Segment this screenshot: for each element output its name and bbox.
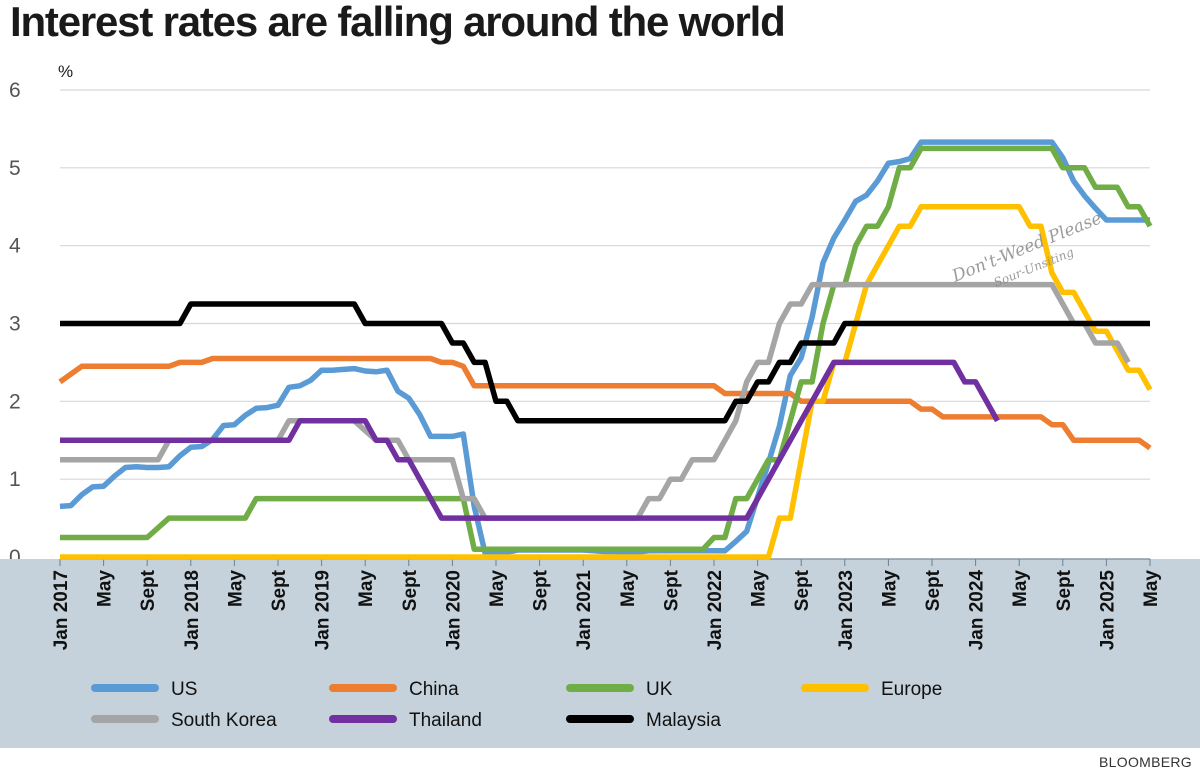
x-tick-label: Jan 2023 (836, 570, 857, 650)
x-tick-label: Jan 2018 (182, 570, 203, 650)
x-tick-label: Sept (531, 569, 552, 611)
x-tick-label: May (225, 570, 246, 607)
x-tick-label: Jan 2017 (51, 570, 72, 650)
x-tick-label: Sept (1054, 569, 1075, 611)
x-tick-label: Sept (138, 569, 159, 611)
y-tick-label: 0 (9, 546, 21, 569)
legend: US China UK Europe South Korea Thailand Malays… (91, 679, 942, 731)
y-tick-label: 2 (9, 390, 21, 413)
series-line-us (59, 139, 1150, 556)
y-axis-ticks: 0 1 2 3 4 5 6 (9, 79, 21, 569)
y-axis-unit: % (58, 62, 73, 81)
x-tick-label: Jan 2020 (443, 570, 464, 650)
x-tick-label: May (618, 570, 639, 607)
x-tick-label: Sept (400, 569, 421, 611)
x-tick-label: Jan 2021 (574, 570, 595, 651)
gridlines (60, 89, 1150, 480)
y-tick-label: 5 (9, 157, 21, 180)
x-tick-label: Jan 2024 (967, 570, 988, 651)
x-tick-label: May (356, 570, 377, 607)
y-tick-label: 6 (9, 79, 21, 102)
legend-label-china: China (409, 679, 459, 700)
legend-label-europe: Europe (881, 679, 942, 700)
x-tick-label: Jan 2022 (705, 570, 726, 650)
y-tick-label: 3 (9, 313, 21, 336)
x-tick-label: May (749, 570, 770, 607)
x-tick-label: Sept (792, 569, 813, 611)
x-tick-label: Sept (661, 569, 682, 611)
legend-label-us: US (171, 679, 197, 700)
legend-label-south-korea: South Korea (171, 710, 277, 731)
series-line-china (58, 355, 1152, 451)
series-lines (58, 139, 1153, 560)
y-tick-label: 1 (9, 468, 21, 491)
series-line-europe (60, 204, 1153, 560)
legend-label-malaysia: Malaysia (646, 710, 721, 731)
series-line-thailand (60, 359, 1000, 521)
x-axis-ticks: Jan 2017 May Sept Jan 2018 May Sept Jan 2019 Ma… (51, 559, 1162, 650)
chart-title: Interest rates are falling around the wo… (10, 0, 785, 45)
x-tick-label: Sept (923, 569, 944, 611)
x-tick-label: Jan 2025 (1097, 570, 1118, 651)
x-tick-label: Jan 2019 (313, 570, 334, 650)
y-tick-label: 4 (9, 235, 21, 258)
legend-label-uk: UK (646, 679, 673, 700)
x-tick-label: May (487, 570, 508, 607)
x-tick-label: May (1010, 570, 1031, 607)
legend-label-thailand: Thailand (409, 710, 482, 731)
x-tick-label: May (95, 570, 116, 607)
series-line-malaysia (60, 301, 1150, 424)
x-tick-label: May (1141, 570, 1162, 607)
x-tick-label: May (879, 570, 900, 607)
x-tick-label: Sept (269, 569, 290, 611)
source-label: BLOOMBERG (1099, 754, 1192, 770)
series-line-uk (60, 145, 1153, 552)
